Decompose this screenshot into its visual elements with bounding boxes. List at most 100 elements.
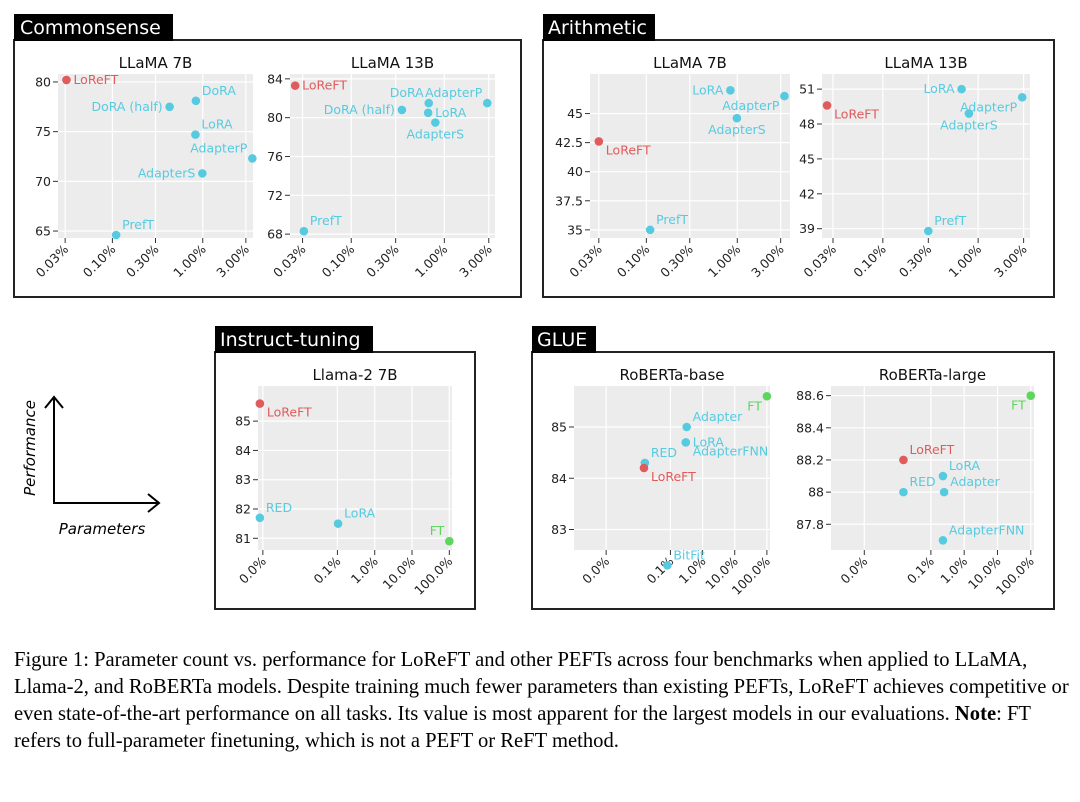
- point-label-preft: PrefT: [656, 212, 688, 227]
- point-label-bitfit: BitFit: [673, 547, 705, 562]
- point-label-ft: FT: [747, 398, 762, 413]
- point-label-ft: FT: [430, 523, 445, 538]
- point-label-red: RED: [651, 445, 677, 460]
- point-label-loreft: LoReFT: [909, 442, 954, 457]
- y-tick-label: 82: [235, 502, 251, 517]
- panel-title: LLaMA 13B: [351, 54, 434, 72]
- y-tick-label: 48: [799, 117, 815, 132]
- panel-title: RoBERTa-base: [619, 366, 724, 384]
- point-ft: [445, 536, 454, 546]
- group-title-arithmetic: Arithmetic: [548, 17, 647, 39]
- point-label-loreft: LoReFT: [834, 106, 879, 121]
- y-tick-label: 87.8: [796, 517, 824, 532]
- point-label-adapterp: AdapterP: [190, 140, 248, 155]
- group-tag-commonsense: [14, 14, 173, 41]
- point-label-lora: LoRA: [692, 82, 724, 97]
- panel-title: Llama-2 7B: [312, 366, 397, 384]
- point-label-adapters: AdapterS: [940, 118, 998, 133]
- point-bitfit: [663, 561, 672, 570]
- y-tick-label: 37.5: [555, 193, 583, 208]
- point-label-lora: LoRA: [693, 434, 725, 449]
- y-tick-label: 84: [235, 443, 251, 458]
- y-tick-label: 84: [267, 71, 283, 86]
- y-tick-label: 85: [551, 420, 567, 435]
- y-tick-label: 68: [267, 227, 283, 242]
- point-lora: [938, 471, 948, 481]
- point-red: [255, 513, 265, 523]
- point-ft: [1026, 391, 1036, 400]
- group-tag-glue: [532, 326, 596, 353]
- point-ft: [762, 391, 772, 401]
- point-label-lora: LoRA: [435, 105, 467, 120]
- group-tag-arithmetic: [543, 14, 655, 41]
- point-label-adapters: AdapterS: [708, 122, 766, 137]
- y-tick-label: 42: [799, 186, 815, 201]
- y-tick-label: 88: [808, 485, 824, 500]
- point-label-adapter: Adapter: [693, 409, 743, 424]
- point-label-ft: FT: [1011, 398, 1026, 413]
- point-label-preft: PrefT: [934, 213, 966, 228]
- point-loreft: [899, 455, 908, 465]
- point-dora-half: [165, 102, 174, 112]
- point-label-adapterp: AdapterP: [722, 98, 780, 113]
- caption-text: Figure 1: Parameter count vs. performanc…: [14, 649, 1069, 725]
- y-tick-label: 70: [35, 174, 51, 189]
- point-label-lora: LoRA: [344, 506, 376, 521]
- point-label-dora-half: DoRA (half): [324, 102, 395, 117]
- point-preft: [924, 226, 933, 236]
- point-adapterp: [1017, 92, 1027, 102]
- y-tick-label: 76: [267, 149, 283, 164]
- caption-note-text: : FT refers to full-parameter finetuning…: [14, 703, 1031, 752]
- point-red: [899, 487, 908, 497]
- y-tick-label: 65: [35, 224, 51, 239]
- group-title-instruct: Instruct-tuning: [220, 329, 361, 351]
- point-loreft: [822, 101, 832, 110]
- point-dora: [424, 98, 434, 108]
- point-label-red: RED: [266, 500, 292, 515]
- y-tick-label: 45: [567, 106, 583, 121]
- plot-background: [258, 386, 452, 550]
- point-label-dora-half: DoRA (half): [91, 99, 162, 114]
- point-lora: [423, 108, 433, 118]
- point-label-lora: LoRA: [949, 458, 981, 473]
- point-adapterp: [248, 154, 257, 163]
- y-tick-label: 85: [235, 414, 251, 429]
- y-tick-label: 45: [799, 151, 815, 166]
- point-label-loreft: LoReFT: [73, 72, 118, 87]
- point-label-dora: DoRA: [202, 83, 236, 98]
- axis-hint: Performance Parameters: [21, 395, 161, 538]
- y-tick-label: 88.2: [796, 452, 824, 467]
- point-adapters: [431, 118, 440, 127]
- point-label-loreft: LoReFT: [267, 405, 312, 420]
- point-label-loreft: LoReFT: [651, 469, 696, 484]
- point-label-lora: LoRA: [201, 117, 233, 132]
- y-tick-label: 75: [35, 124, 51, 139]
- panel-title: LLaMA 7B: [653, 54, 727, 72]
- point-adapterfnn: [681, 438, 691, 447]
- panel-title: LLaMA 7B: [119, 54, 193, 72]
- point-adapters: [198, 169, 207, 178]
- y-tick-label: 42.5: [555, 135, 583, 150]
- y-tick-label: 88.6: [796, 388, 824, 403]
- y-tick-label: 80: [267, 110, 283, 125]
- group-title-commonsense: Commonsense: [20, 17, 161, 39]
- y-tick-label: 39: [799, 221, 815, 236]
- point-preft: [111, 230, 121, 240]
- point-adapters: [732, 113, 742, 123]
- y-tick-label: 40: [567, 164, 583, 179]
- axis-hint-xlabel: Parameters: [59, 520, 146, 538]
- point-adapterp: [482, 98, 492, 108]
- point-adapter: [939, 487, 949, 497]
- axis-hint-up-arrowhead: [44, 395, 64, 409]
- figure-caption: Figure 1: Parameter count vs. performanc…: [14, 647, 1069, 755]
- point-label-loreft: LoReFT: [606, 142, 651, 157]
- panel-commonsense-llama-13b: 0.03% 0.10% 0.30% 1.00% 3.00%6872768084LLaMA…: [267, 54, 495, 280]
- point-adapters: [964, 109, 974, 118]
- axis-hint-ylabel: Performance: [21, 400, 39, 496]
- point-label-red: RED: [909, 474, 935, 489]
- point-label-adapterfnn: AdapterFNN: [693, 443, 768, 458]
- plot-background: [822, 74, 1030, 238]
- group-title-glue: GLUE: [537, 329, 587, 351]
- point-dora-half: [397, 105, 407, 115]
- point-adapterfnn: [938, 536, 948, 545]
